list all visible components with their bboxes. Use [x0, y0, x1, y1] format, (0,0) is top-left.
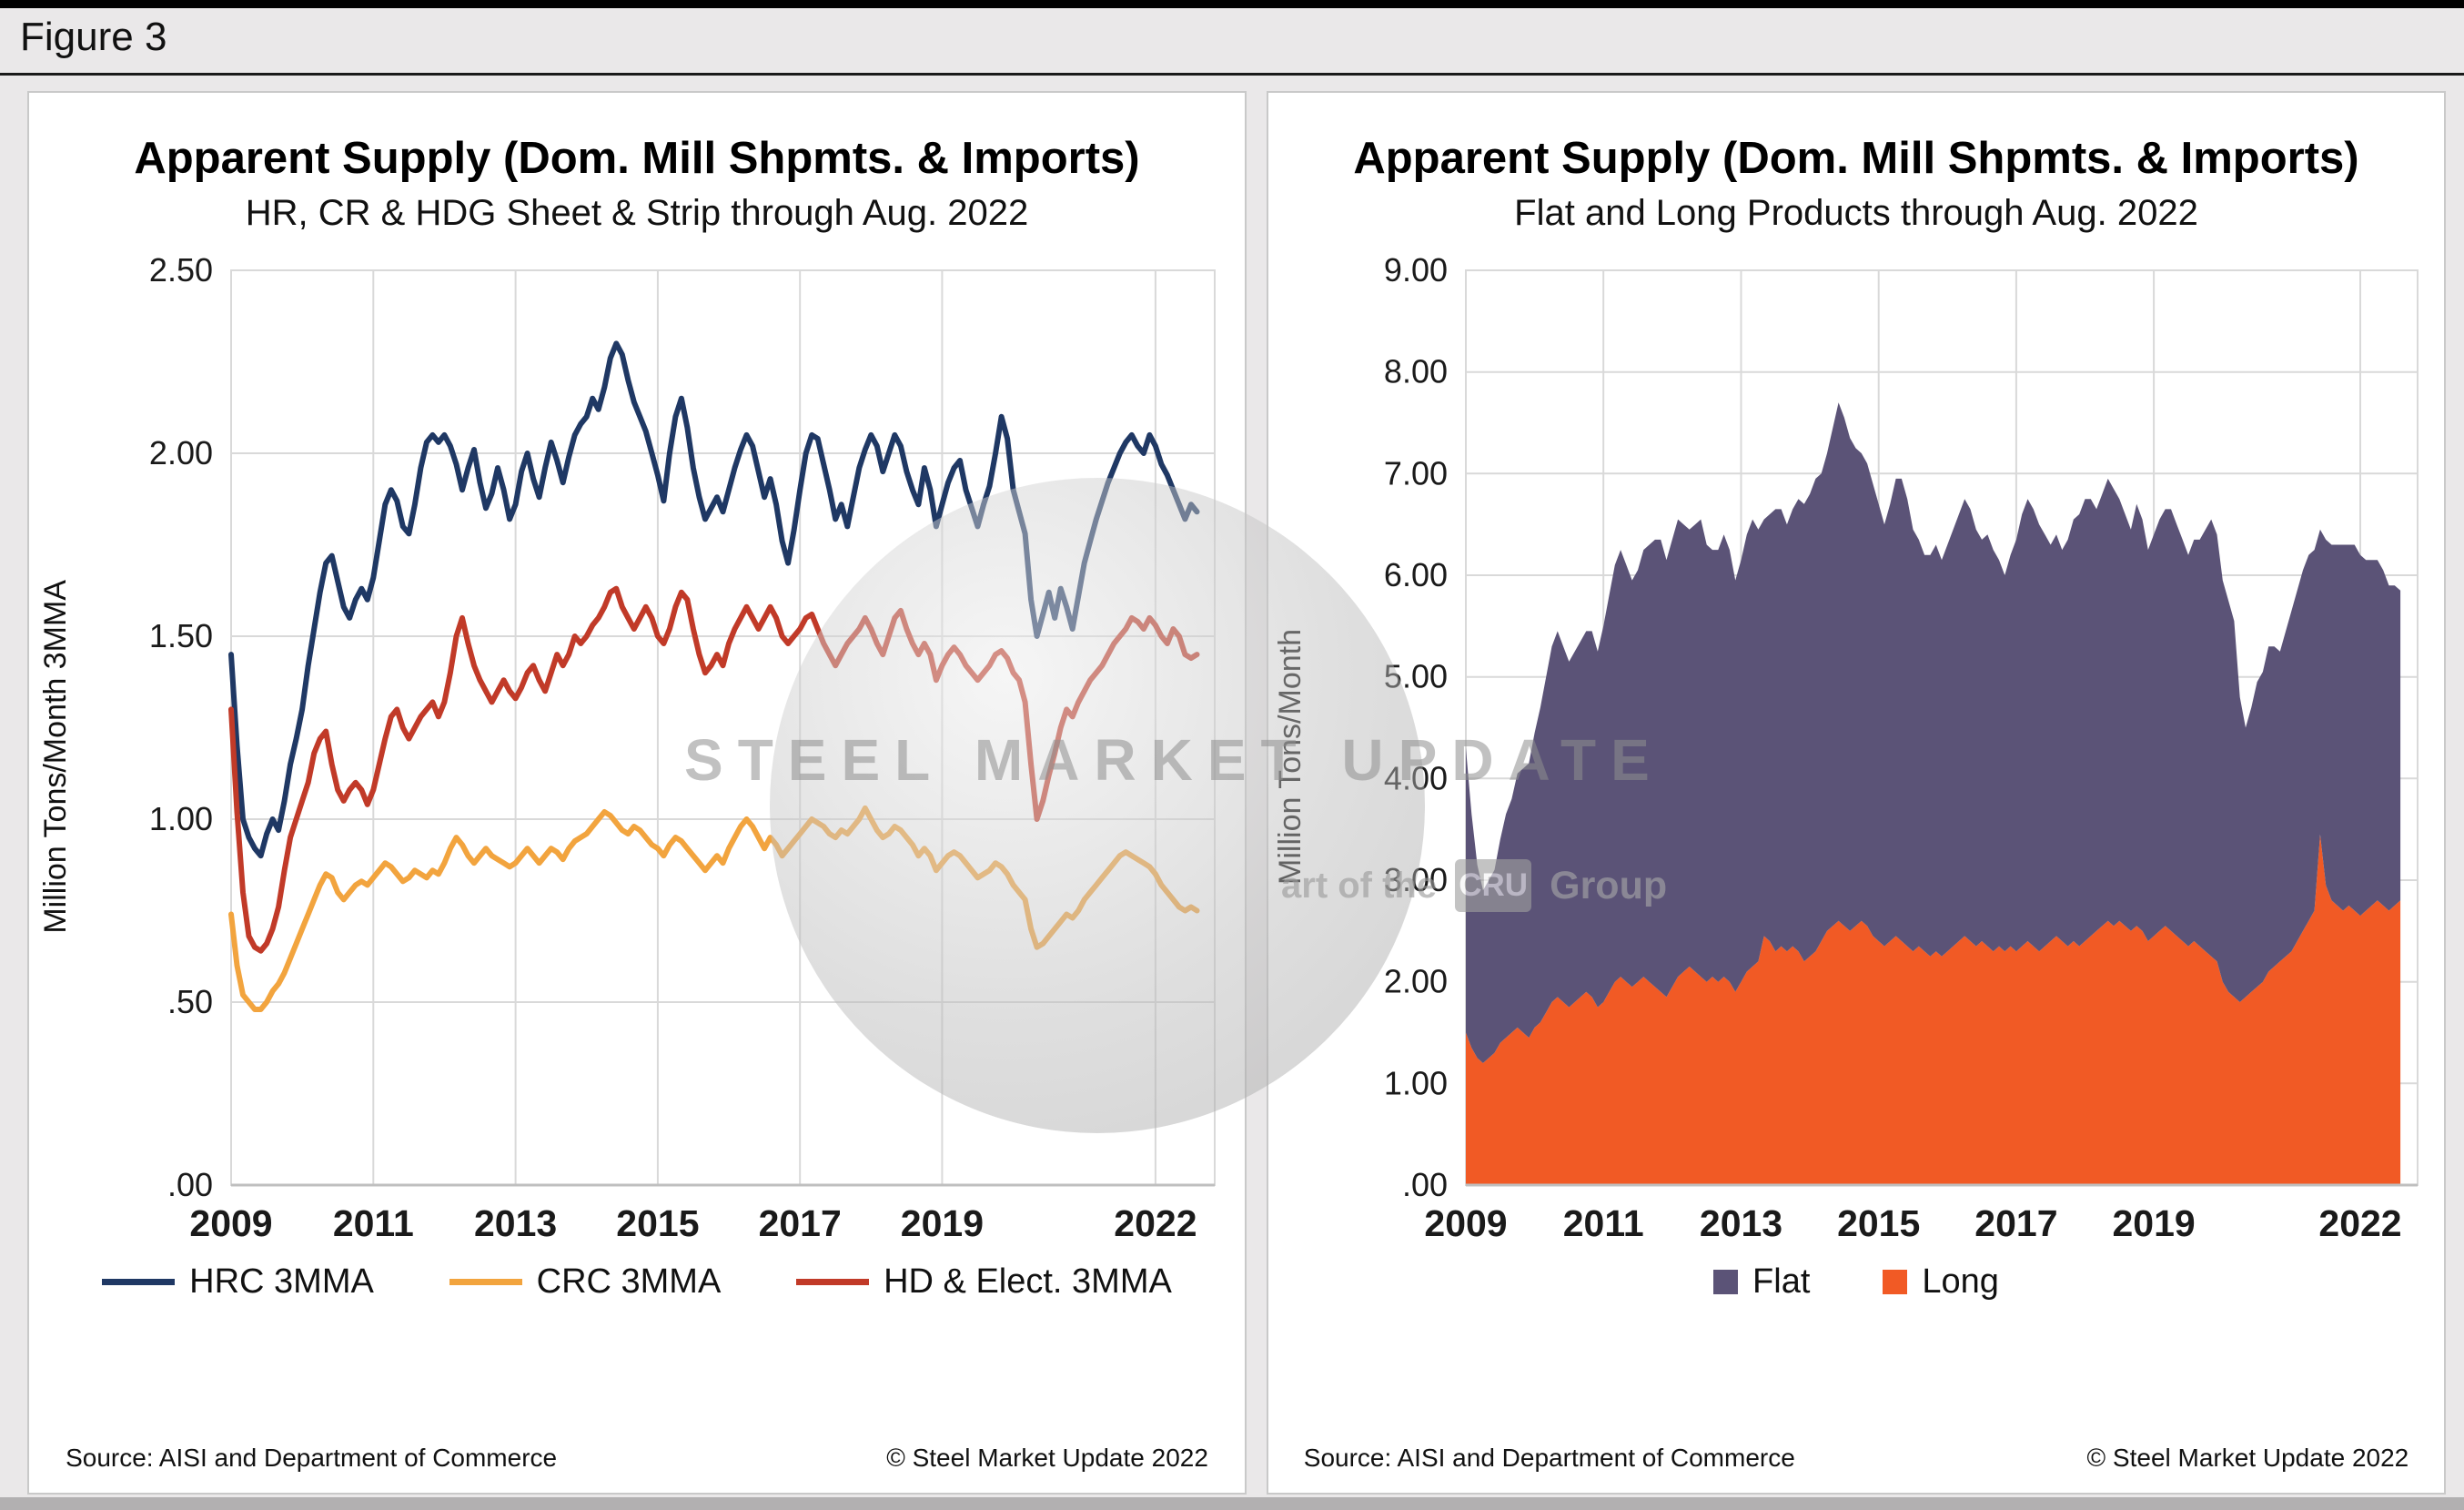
legend-left: HRC 3MMA CRC 3MMA HD & Elect. 3MMA	[102, 1262, 1172, 1302]
svg-text:6.00: 6.00	[1384, 556, 1448, 593]
svg-text:8.00: 8.00	[1384, 353, 1448, 390]
svg-text:.00: .00	[1402, 1166, 1448, 1203]
y-axis-label-right: Million Tons/Month	[1273, 628, 1308, 885]
line-chart-svg: .00 .50 1.00 1.50 2.00 2.50 2009 2011 2013 2015 20…	[148, 252, 1216, 1244]
bottom-border-bar	[0, 1497, 2464, 1510]
top-border-bar	[0, 0, 2464, 8]
svg-text:2.00: 2.00	[148, 434, 212, 471]
hrc-line-swatch	[102, 1279, 176, 1285]
svg-text:.50: .50	[167, 983, 212, 1020]
svg-text:2009: 2009	[1424, 1202, 1507, 1244]
legend-label-flat: Flat	[1752, 1262, 1811, 1301]
legend-item-flat: Flat	[1713, 1262, 1810, 1302]
svg-text:2.00: 2.00	[1384, 963, 1448, 1000]
legend-label-hd-elect: HD & Elect. 3MMA	[884, 1262, 1172, 1301]
crc-line-swatch	[449, 1279, 522, 1285]
svg-text:2022: 2022	[2318, 1202, 2401, 1244]
legend-item-crc: CRC 3MMA	[449, 1262, 722, 1302]
svg-text:2011: 2011	[332, 1202, 413, 1244]
copyright-text-left: © Steel Market Update 2022	[886, 1444, 1208, 1472]
svg-text:2017: 2017	[758, 1202, 841, 1244]
svg-text:.00: .00	[167, 1166, 212, 1203]
svg-text:7.00: 7.00	[1384, 454, 1448, 492]
svg-text:4.00: 4.00	[1384, 759, 1448, 796]
svg-text:2015: 2015	[1837, 1202, 1920, 1244]
legend-item-hrc: HRC 3MMA	[102, 1262, 374, 1302]
svg-text:1.50: 1.50	[148, 617, 212, 654]
svg-text:2019: 2019	[2112, 1202, 2195, 1244]
svg-text:2.50: 2.50	[148, 252, 212, 289]
chart-subtitle-left: HR, CR & HDG Sheet & Strip through Aug. …	[245, 193, 1029, 233]
source-text-left: Source: AISI and Department of Commerce	[66, 1444, 558, 1472]
plot-row-left: Million Tons/Month 3MMA .00 .50 1.00 1.50 2.…	[38, 252, 1237, 1261]
chart-title-right: Apparent Supply (Dom. Mill Shpmts. & Imp…	[1353, 134, 2359, 183]
source-row-left: Source: AISI and Department of Commerce …	[66, 1444, 1208, 1473]
svg-text:2017: 2017	[1974, 1202, 2057, 1244]
long-square-swatch	[1883, 1270, 1908, 1294]
legend-label-crc: CRC 3MMA	[536, 1262, 722, 1301]
chart-title-left: Apparent Supply (Dom. Mill Shpmts. & Imp…	[134, 134, 1140, 183]
source-text-right: Source: AISI and Department of Commerce	[1303, 1444, 1795, 1472]
source-row-right: Source: AISI and Department of Commerce …	[1304, 1444, 2408, 1473]
chart-panel-flat-long: Apparent Supply (Dom. Mill Shpmts. & Imp…	[1267, 91, 2446, 1495]
svg-text:2015: 2015	[616, 1202, 699, 1244]
svg-text:2011: 2011	[1563, 1202, 1644, 1244]
svg-text:2009: 2009	[189, 1202, 272, 1244]
svg-text:3.00: 3.00	[1384, 861, 1448, 898]
copyright-text-right: © Steel Market Update 2022	[2086, 1444, 2409, 1472]
svg-text:9.00: 9.00	[1384, 252, 1448, 289]
figure-label: Figure 3	[20, 15, 167, 59]
svg-text:2019: 2019	[900, 1202, 983, 1244]
flat-square-swatch	[1713, 1270, 1739, 1294]
legend-item-long: Long	[1883, 1262, 1999, 1302]
svg-text:2022: 2022	[1114, 1202, 1197, 1244]
svg-text:2013: 2013	[1700, 1202, 1782, 1244]
svg-text:5.00: 5.00	[1384, 658, 1448, 695]
svg-text:2013: 2013	[473, 1202, 556, 1244]
legend-right: Flat Long	[1713, 1262, 1999, 1302]
plot-row-right: Million Tons/Month .00 1.00 2.00 3.00 4.00 5.…	[1273, 252, 2439, 1261]
chart-subtitle-right: Flat and Long Products through Aug. 2022	[1514, 193, 2198, 233]
legend-label-hrc: HRC 3MMA	[189, 1262, 374, 1301]
svg-text:1.00: 1.00	[148, 800, 212, 837]
legend-item-hd-elect: HD & Elect. 3MMA	[796, 1262, 1172, 1302]
svg-text:1.00: 1.00	[1384, 1064, 1448, 1101]
chart-panel-sheet-strip: Apparent Supply (Dom. Mill Shpmts. & Imp…	[27, 91, 1247, 1495]
stacked-area-chart-svg: .00 1.00 2.00 3.00 4.00 5.00 6.00 7.00 8.00 9.00 2…	[1384, 252, 2419, 1244]
header-rule	[0, 73, 2464, 76]
hd-elect-line-swatch	[796, 1279, 870, 1285]
legend-label-long: Long	[1922, 1262, 1999, 1301]
y-axis-label-left: Million Tons/Month 3MMA	[37, 579, 73, 934]
